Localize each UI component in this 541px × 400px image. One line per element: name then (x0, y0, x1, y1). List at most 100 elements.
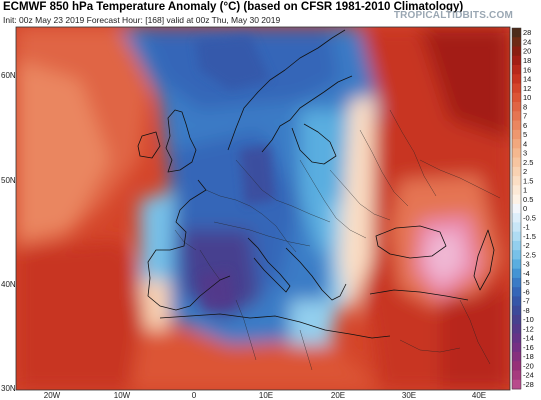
colorbar-tick-label: 6 (523, 121, 527, 130)
colorbar-swatch (512, 37, 521, 47)
colorbar-tick-label: -18 (523, 352, 534, 361)
coastlines (137, 29, 495, 339)
colorbar-swatch (512, 111, 521, 121)
colorbar-swatch (512, 305, 521, 316)
colorbar-tick-label: -24 (523, 371, 534, 380)
colorbar-swatch (512, 74, 521, 84)
colorbar-swatch (512, 361, 521, 371)
colorbar-tick-label: -2.5 (523, 250, 536, 259)
colorbar-tick-label: -3 (523, 260, 530, 269)
longitude-label: 30E (402, 391, 416, 400)
latitude-label: 40N (1, 280, 16, 289)
colorbar-tick-label: 14 (523, 75, 531, 84)
colorbar-tick-label: 10 (523, 93, 531, 102)
colorbar-tick-label: -4 (523, 269, 530, 278)
latitude-label: 30N (1, 384, 16, 393)
colorbar-swatch (512, 259, 521, 270)
longitude-label: 20E (331, 391, 345, 400)
colorbar-swatch (512, 314, 521, 325)
colorbar-tick-label: 2.5 (523, 158, 533, 167)
brand-watermark: TROPICALTIDBITS.COM (393, 10, 513, 21)
map-frame (15, 26, 511, 391)
longitude-label: 10W (114, 391, 131, 400)
colorbar-swatch (512, 65, 521, 75)
colorbar-swatch (512, 268, 521, 279)
colorbar-swatch (512, 185, 521, 196)
colorbar-swatch (512, 296, 521, 307)
colorbar-swatch (512, 129, 521, 140)
colorbar-swatch (512, 250, 521, 260)
colorbar-tick-label: 16 (523, 65, 531, 74)
colorbar-swatch (512, 342, 521, 353)
colorbar-tick-label: 1.5 (523, 176, 533, 185)
anomaly-field (16, 27, 510, 390)
colorbar-tick-label: -2 (523, 241, 530, 250)
colorbar-tick-label: 3 (523, 149, 527, 158)
colorbar-tick-label: -20 (523, 361, 534, 370)
colorbar-tick-label: -0.5 (523, 213, 536, 222)
colorbar-swatch (512, 370, 521, 381)
colorbar-swatch (512, 157, 521, 168)
colorbar-swatch (512, 83, 521, 94)
longitude-label: 20W (44, 391, 61, 400)
colorbar-tick-label: -7 (523, 297, 530, 306)
colorbar-swatch (512, 102, 521, 112)
latitude-label: 50N (1, 176, 16, 185)
colorbar-tick-label: 20 (523, 47, 531, 56)
latitude-labels: 60N 50N 40N 30N (1, 71, 16, 393)
colorbar-swatch (512, 324, 521, 334)
colorbar-tick-label: -5 (523, 278, 530, 287)
colorbar-tick-label: 12 (523, 84, 531, 93)
colorbar-tick-label: 7 (523, 112, 527, 121)
colorbar-swatch (512, 277, 521, 288)
colorbar-tick-label: 18 (523, 56, 531, 65)
latitude-label: 60N (1, 71, 16, 80)
chart-subtitle: Init: 00z May 23 2019 Forecast Hour: [16… (3, 15, 281, 25)
colorbar-swatch (512, 148, 521, 158)
colorbar-tick-label: 2 (523, 167, 527, 176)
colorbar-tick-label: 0.5 (523, 195, 533, 204)
colorbar-tick-label: -6 (523, 287, 530, 296)
colorbar-swatch (512, 55, 521, 66)
colorbar-tick-label: -1 (523, 223, 530, 232)
colorbar-tick-label: 8 (523, 102, 527, 111)
colorbar-tick-label: -10 (523, 315, 534, 324)
colorbar-swatch (512, 379, 521, 390)
colorbar-tick-label: 1 (523, 186, 527, 195)
longitude-label: 40E (472, 391, 486, 400)
longitude-label: 0 (192, 391, 197, 400)
colorbar-tick-label: 4 (523, 139, 527, 148)
colorbar: 28242018161412108765432.521.510.50-0.5-1… (511, 27, 536, 390)
chart-title: ECMWF 850 hPa Temperature Anomaly (°C) (… (3, 1, 464, 13)
colorbar-swatch (512, 287, 521, 297)
longitude-labels: 20W 10W 0 10E 20E 30E 40E (44, 391, 486, 400)
colorbar-swatch (512, 194, 521, 205)
colorbar-tick-label: -1.5 (523, 232, 536, 241)
colorbar-swatch (512, 231, 521, 242)
colorbar-swatch (512, 351, 521, 362)
colorbar-tick-label: -16 (523, 343, 534, 352)
colorbar-tick-label: -8 (523, 306, 530, 315)
colorbar-swatch (512, 222, 521, 233)
colorbar-tick-label: -12 (523, 324, 534, 333)
colorbar-swatch (512, 240, 521, 251)
colorbar-swatch (512, 213, 521, 223)
colorbar-tick-label: 28 (523, 28, 531, 37)
colorbar-frame (511, 27, 522, 390)
colorbar-swatch (512, 203, 521, 214)
colorbar-swatch (512, 333, 521, 344)
colorbar-swatch (512, 139, 521, 149)
colorbar-tick-label: 24 (523, 37, 531, 46)
colorbar-swatch (512, 46, 521, 57)
colorbar-swatch (512, 28, 521, 38)
colorbar-swatch (512, 176, 521, 186)
colorbar-swatch (512, 92, 521, 103)
colorbar-swatch (512, 120, 521, 131)
colorbar-tick-label: 5 (523, 130, 527, 139)
colorbar-tick-label: 0 (523, 204, 527, 213)
colorbar-tick-label: -28 (523, 380, 534, 389)
colorbar-swatch (512, 166, 521, 177)
country-borders (174, 109, 501, 371)
colorbar-tick-label: -14 (523, 334, 534, 343)
